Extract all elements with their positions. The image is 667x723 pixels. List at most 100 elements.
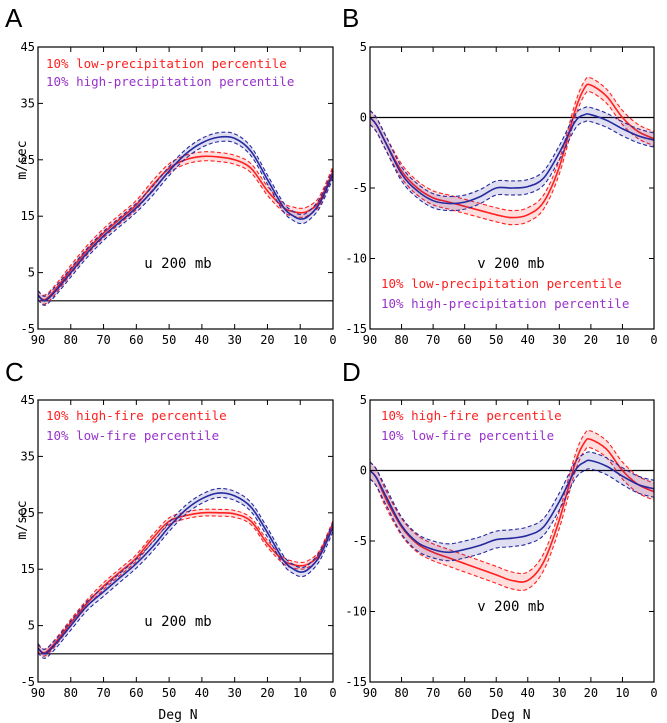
y-tick-label: 35 xyxy=(21,96,35,110)
series-2 xyxy=(37,131,334,306)
y-tick-label: 25 xyxy=(21,153,35,167)
x-tick-label: 10 xyxy=(615,333,629,347)
series-1-lower-bound xyxy=(369,446,655,592)
panel-annotation: u 200 mb xyxy=(144,614,211,630)
x-tick-label: 70 xyxy=(426,686,440,700)
x-tick-label: 70 xyxy=(426,333,440,347)
series-1-upper-bound xyxy=(37,151,334,296)
y-tick-label: -10 xyxy=(345,252,367,266)
series-1-upper-bound xyxy=(369,76,655,212)
x-tick-label: 0 xyxy=(650,333,657,347)
x-tick-label: 30 xyxy=(552,686,566,700)
y-tick-label: -5 xyxy=(353,181,367,195)
x-tick-label: 40 xyxy=(521,686,535,700)
x-tick-label: 50 xyxy=(489,686,503,700)
panel-a-ylabel: m/sec xyxy=(15,140,30,179)
series-1-band xyxy=(38,151,333,305)
y-tick-label: 5 xyxy=(360,393,367,407)
y-tick-label: -5 xyxy=(21,322,35,336)
x-tick-label: 60 xyxy=(457,333,471,347)
x-tick-label: 90 xyxy=(363,686,377,700)
x-tick-label: 20 xyxy=(584,686,598,700)
series-2-upper-bound xyxy=(37,131,334,297)
series-1 xyxy=(37,151,334,305)
series-2 xyxy=(369,451,655,562)
x-tick-label: 30 xyxy=(227,333,241,347)
series-1 xyxy=(369,76,655,226)
legend-entry-1: 10% high-fire percentile xyxy=(46,408,227,423)
panel-d-letter: D xyxy=(342,357,361,387)
y-tick-label: -15 xyxy=(345,675,367,689)
series-2-band xyxy=(38,132,333,306)
x-tick-label: 10 xyxy=(293,686,307,700)
panel-d-xlabel: Deg N xyxy=(491,708,530,723)
panel-c-xlabel: Deg N xyxy=(158,708,197,723)
y-tick-label: 0 xyxy=(360,111,367,125)
legend-entry-1: 10% low-precipitation percentile xyxy=(46,56,287,71)
x-tick-label: 60 xyxy=(457,686,471,700)
plot-frame xyxy=(37,399,334,683)
x-tick-label: 50 xyxy=(162,333,176,347)
x-tick-label: 20 xyxy=(584,333,598,347)
x-tick-label: 30 xyxy=(227,686,241,700)
x-tick-label: 50 xyxy=(162,686,176,700)
series-1-line xyxy=(369,83,655,219)
x-tick-label: 60 xyxy=(129,333,143,347)
y-tick-label: -5 xyxy=(353,534,367,548)
panel-a: A m/sec 90 80 70 60 50 40 30 20 10 0 -5 5 15 25 35 45 10… xyxy=(5,3,337,347)
series-1-band xyxy=(370,77,654,225)
series-1 xyxy=(369,429,655,592)
series-2-lower-bound xyxy=(37,496,334,659)
series-1-lower-bound xyxy=(37,160,334,305)
series-2-line xyxy=(37,492,334,655)
series-1-lower-bound xyxy=(369,90,655,226)
y-tick-label: -10 xyxy=(345,605,367,619)
x-tick-label: 70 xyxy=(96,333,110,347)
y-tick-label: -5 xyxy=(21,675,35,689)
legend-entry-2: 10% low-fire percentile xyxy=(46,428,219,443)
series-1-line xyxy=(37,511,334,654)
y-tick-label: 15 xyxy=(21,562,35,576)
series-1-band xyxy=(370,430,654,591)
panel-annotation: v 200 mb xyxy=(477,256,544,272)
series-2-line xyxy=(369,113,655,205)
series-2-lower-bound xyxy=(369,468,655,562)
legend-entry-2: 10% low-fire percentile xyxy=(381,428,554,443)
x-tick-label: 50 xyxy=(489,333,503,347)
legend-entry-1: 10% low-precipitation percentile xyxy=(381,276,622,291)
panel-c: C m/sec Deg N 90 80 70 60 50 40 30 20 10 0 -5 5 15 25… xyxy=(5,357,337,723)
x-tick-label: 60 xyxy=(129,686,143,700)
y-tick-label: 35 xyxy=(21,449,35,463)
x-tick-label: 20 xyxy=(260,333,274,347)
x-tick-label: 80 xyxy=(64,333,78,347)
series-1-line xyxy=(37,155,334,301)
y-tick-label: -15 xyxy=(345,322,367,336)
x-tick-label: 80 xyxy=(64,686,78,700)
series-2-lower-bound xyxy=(37,140,334,306)
y-tick-label: 5 xyxy=(360,40,367,54)
y-tick-label: 45 xyxy=(21,40,35,54)
x-tick-label: 90 xyxy=(31,686,45,700)
y-tick-label: 25 xyxy=(21,506,35,520)
x-tick-label: 0 xyxy=(329,333,336,347)
panel-annotation: v 200 mb xyxy=(477,599,544,615)
series-1-line xyxy=(369,438,655,583)
series-2-line xyxy=(369,459,655,554)
x-tick-label: 90 xyxy=(363,333,377,347)
panel-c-letter: C xyxy=(5,357,24,387)
series-2-band xyxy=(370,106,654,211)
series-2-upper-bound xyxy=(369,451,655,545)
x-tick-label: 80 xyxy=(394,333,408,347)
x-tick-label: 90 xyxy=(31,333,45,347)
x-tick-label: 30 xyxy=(552,333,566,347)
series-2 xyxy=(369,106,655,212)
legend-entry-2: 10% high-precipitation percentile xyxy=(46,74,294,89)
legend-entry-1: 10% high-fire percentile xyxy=(381,408,562,423)
panel-a-letter: A xyxy=(5,3,23,33)
series-1-upper-bound xyxy=(37,508,334,650)
panel-d: D Deg N 90 80 70 60 50 40 30 20 10 0 -15 -10 -5 0 5 10%… xyxy=(342,357,658,723)
series-1 xyxy=(37,508,334,657)
series-1-band xyxy=(38,509,333,657)
series-2-upper-bound xyxy=(37,487,334,650)
